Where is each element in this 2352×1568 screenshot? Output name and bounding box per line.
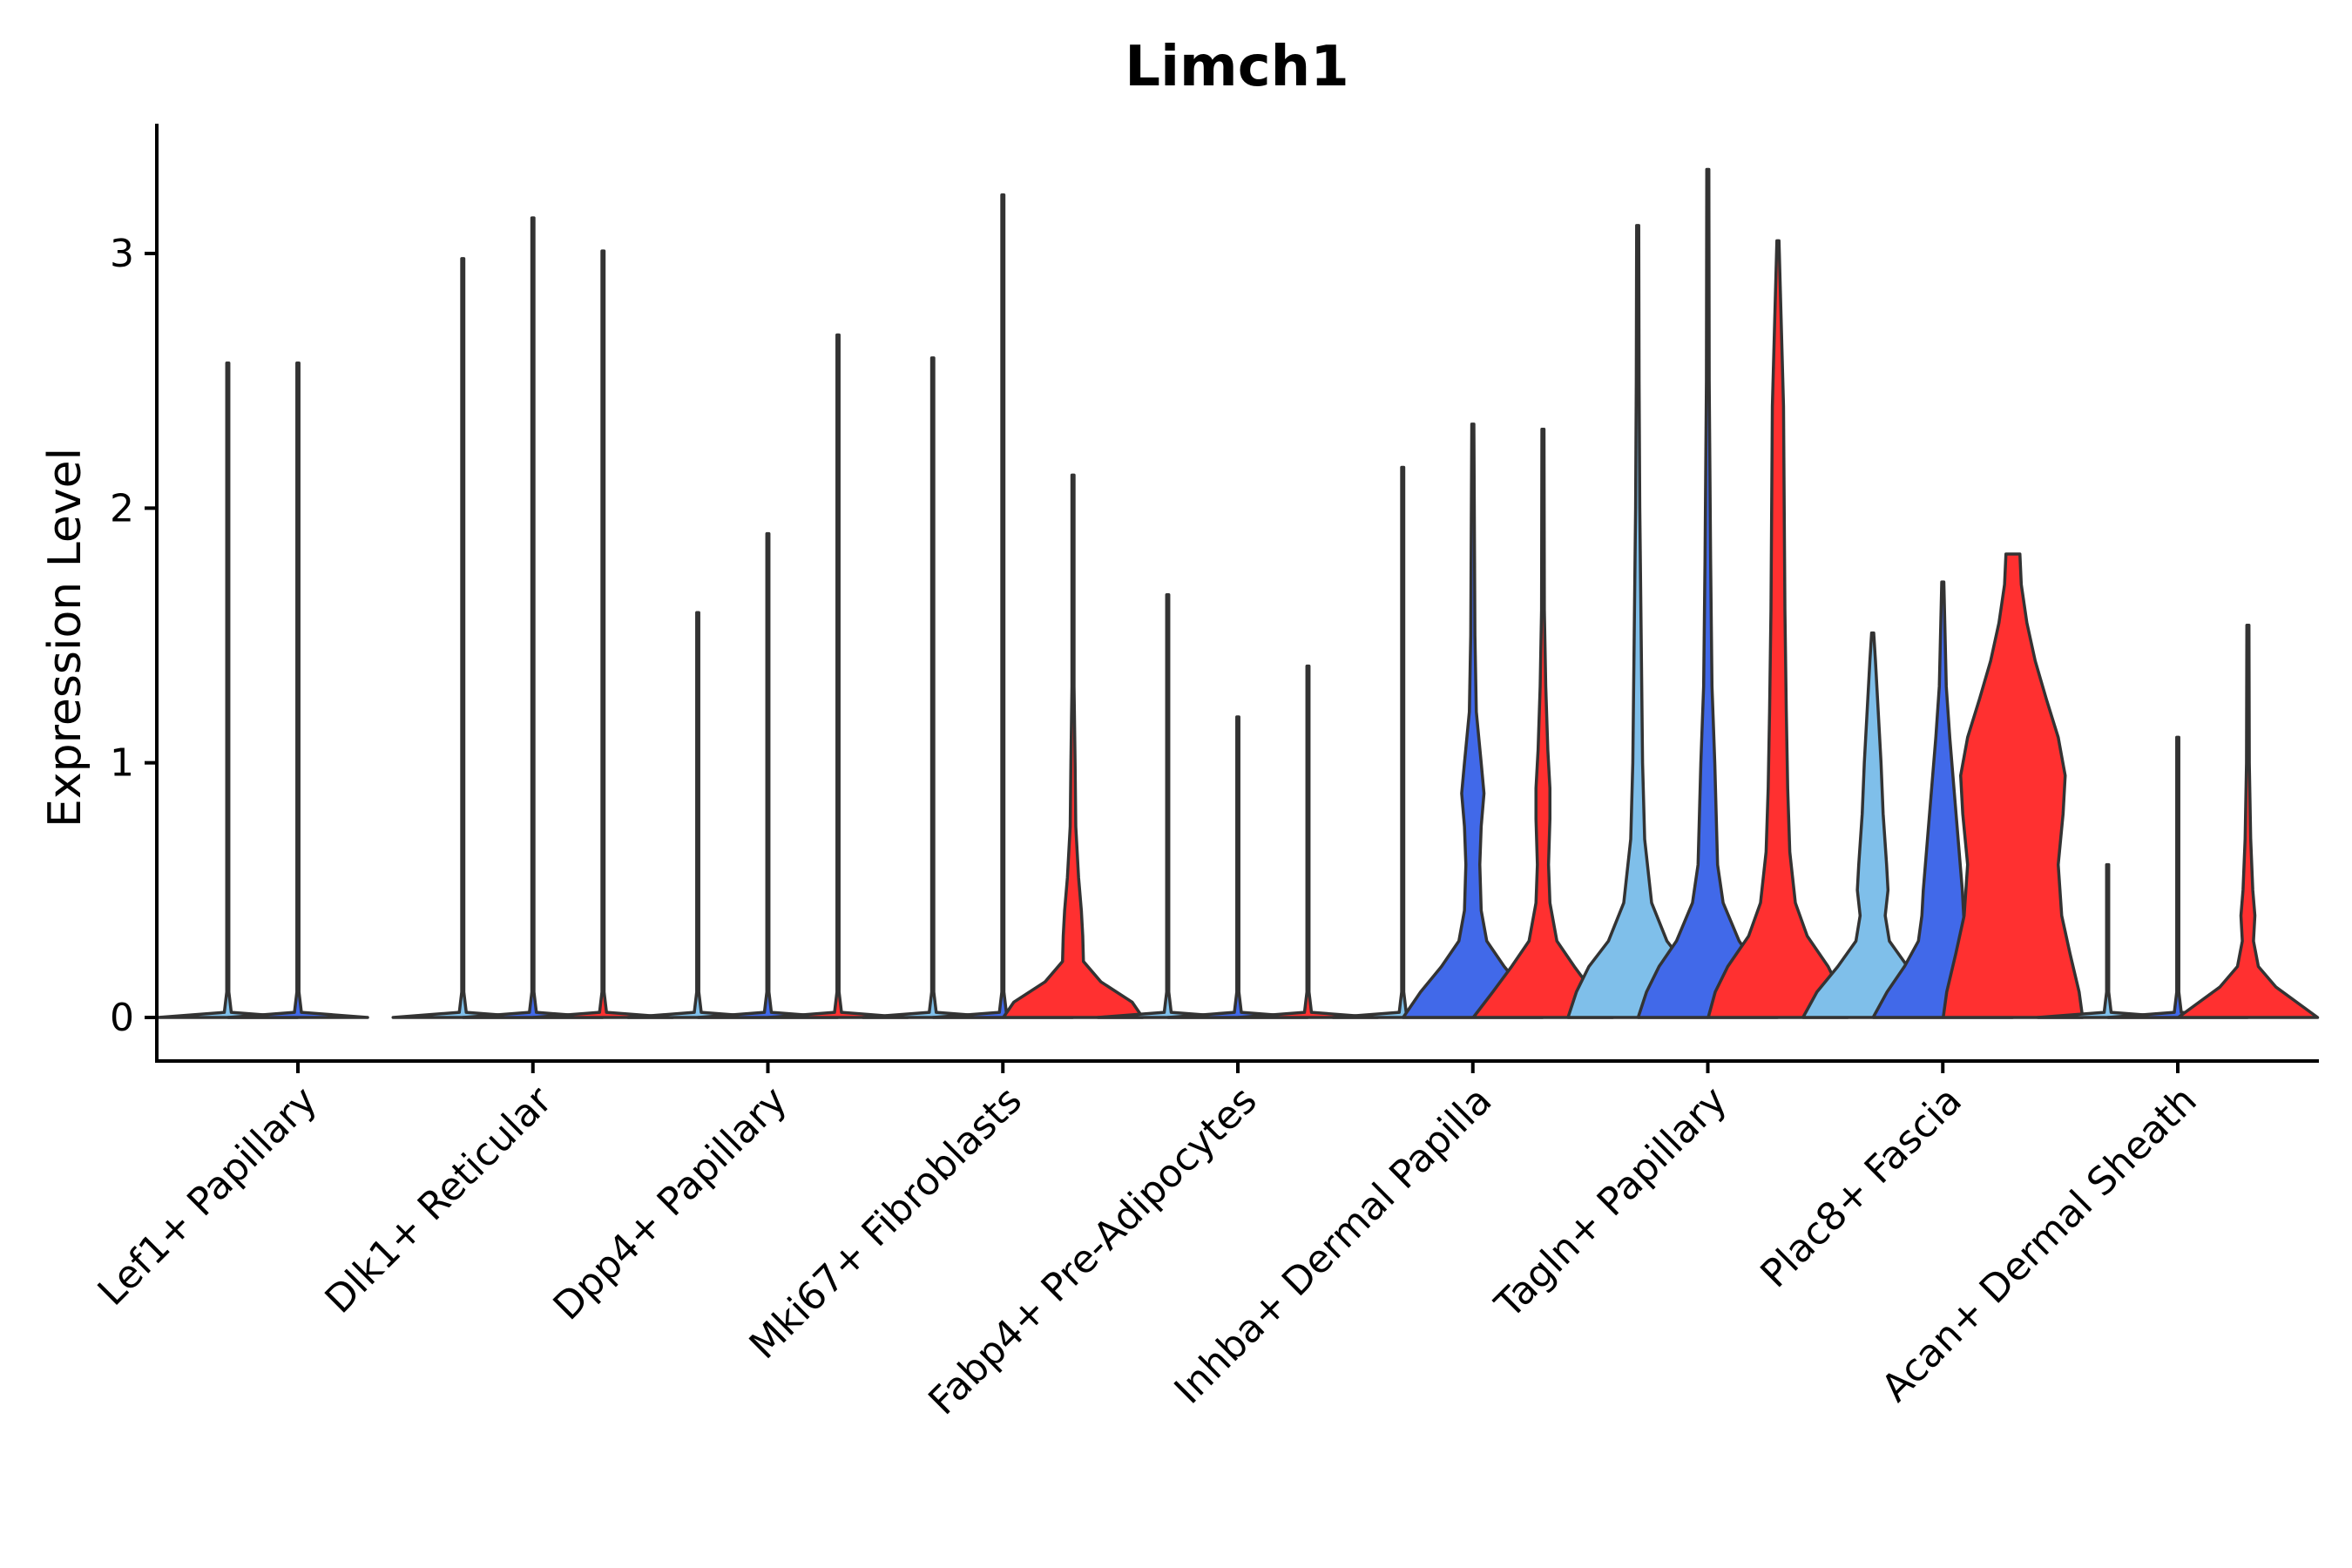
x-tick-label: Plac8+ Fascia	[1753, 1078, 1971, 1297]
violin-shape	[696, 531, 840, 1019]
violin-shape	[1942, 552, 2085, 1019]
chart-title: Limch1	[1125, 35, 1348, 99]
violin-shape	[391, 257, 534, 1019]
violin-shape	[626, 611, 769, 1019]
y-tick-label: 2	[110, 486, 134, 531]
x-tick-label: Dpp4+ Papillary	[545, 1078, 796, 1329]
violin-shape	[862, 356, 1004, 1019]
violin-shape	[1801, 631, 1944, 1019]
violin-shape	[226, 361, 369, 1019]
x-tick-label: Dlk1+ Reticular	[317, 1078, 562, 1322]
violin-shape	[1471, 427, 1614, 1019]
y-tick-label: 0	[110, 996, 134, 1040]
violin-shape	[1331, 465, 1474, 1019]
x-tick-label: Lef1+ Papillary	[90, 1078, 326, 1315]
violin-shape	[1236, 664, 1380, 1019]
violin-shape	[1402, 422, 1544, 1019]
violin-shape	[1566, 224, 1709, 1019]
y-axis-label: Expression Level	[39, 448, 91, 828]
violin-shape	[156, 361, 300, 1019]
y-tick-label: 3	[110, 232, 134, 276]
violin-shape	[1166, 715, 1309, 1019]
violin-shape	[1707, 239, 1849, 1019]
violin-shape	[1002, 473, 1145, 1019]
x-tick-label: Tagln+ Papillary	[1486, 1078, 1735, 1328]
violin-shape	[1636, 167, 1780, 1019]
violin-shape	[767, 333, 909, 1019]
y-tick-label: 1	[110, 741, 134, 786]
violin-layer	[156, 167, 2320, 1019]
y-ticks: 0 1 2 3	[110, 232, 157, 1040]
violin-shape	[931, 193, 1074, 1019]
violin-shape	[1096, 592, 1240, 1019]
violin-shape	[531, 249, 674, 1019]
violin-shape	[462, 216, 605, 1019]
violin-shape	[2176, 624, 2320, 1019]
violin-shape	[2106, 735, 2249, 1019]
